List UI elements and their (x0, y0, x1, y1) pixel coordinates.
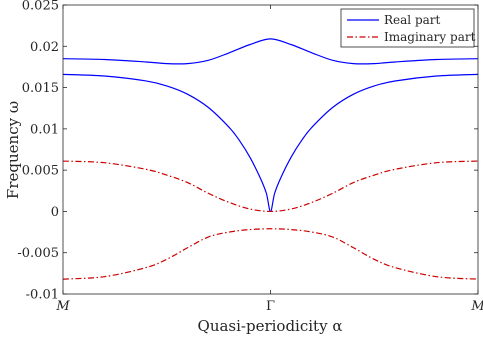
y-tick-label: -0.005 (17, 246, 59, 261)
x-tick-label: M (470, 299, 483, 314)
y-tick-label: 0.02 (30, 40, 59, 55)
y-tick-label: 0.015 (22, 81, 59, 96)
y-axis-label: Frequency ω (4, 101, 22, 199)
x-axis-label: Quasi-periodicity α (198, 317, 343, 335)
real-part-curve-1 (62, 38, 479, 65)
x-tick-label: Γ (266, 299, 275, 314)
legend-label-real: Real part (384, 13, 441, 27)
imaginary-part-curve-1 (62, 160, 479, 213)
plot-background (63, 5, 478, 294)
legend: Real part Imaginary part (340, 8, 476, 48)
series-layer (62, 38, 479, 280)
y-tick-label: 0.005 (22, 164, 59, 179)
legend-label-imaginary: Imaginary part (384, 30, 476, 44)
y-tick-label: 0 (51, 205, 59, 220)
y-tick-label: 0.01 (30, 122, 59, 137)
legend-box (340, 8, 475, 48)
tick-layer: -0.01 -0.005 0 0.005 0.01 0.015 0.02 0.025 M Γ M (17, 0, 483, 314)
plot-frame (62, 4, 479, 295)
x-tick-label: M (55, 299, 70, 314)
imaginary-part-curve-2 (62, 228, 479, 280)
y-tick-label: -0.01 (26, 288, 59, 303)
y-tick-label: 0.025 (22, 0, 59, 14)
